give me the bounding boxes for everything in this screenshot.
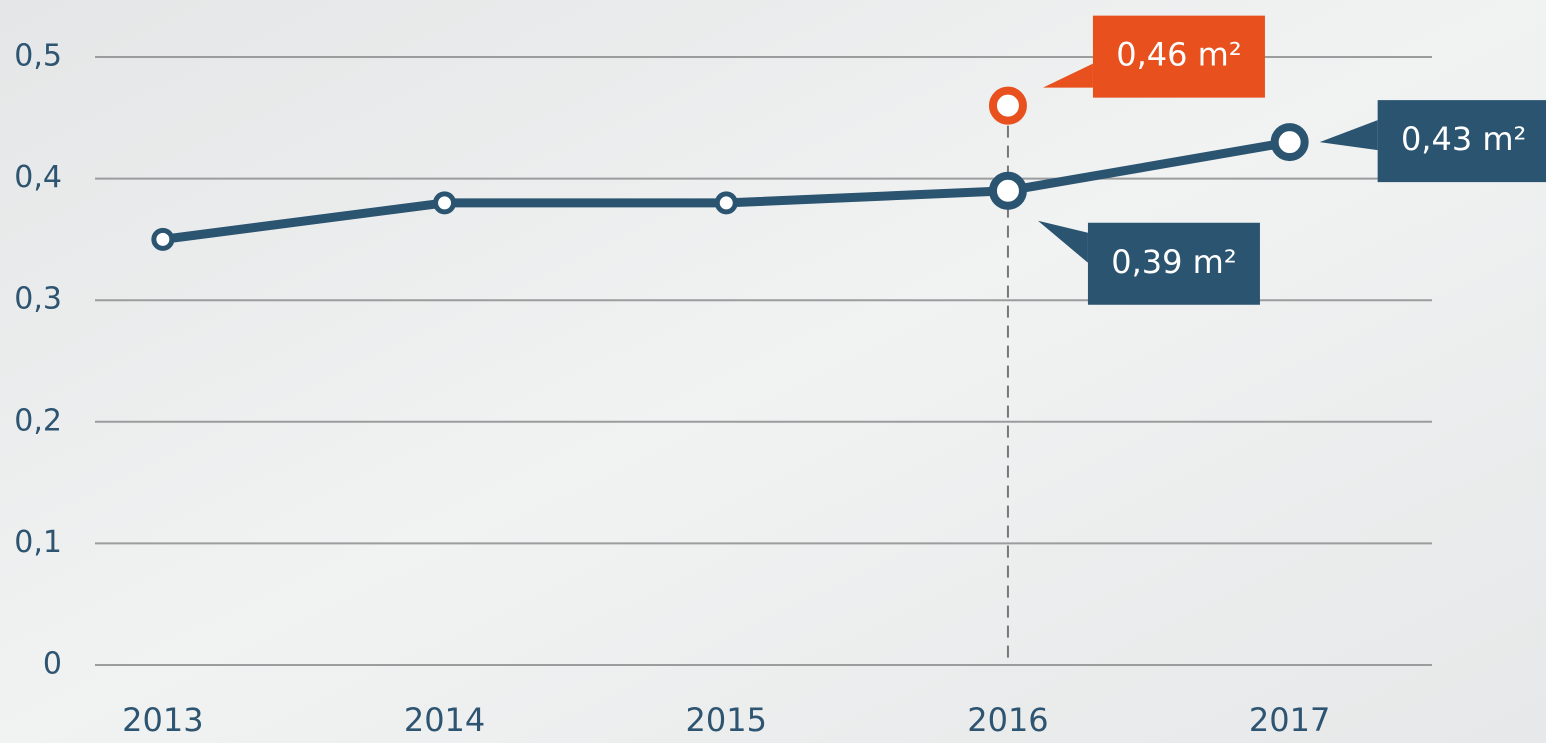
y-tick-label: 0,5 <box>14 39 62 74</box>
y-tick-label: 0,1 <box>14 525 62 560</box>
point <box>154 230 172 248</box>
background <box>0 0 1546 743</box>
y-tick-label: 0,2 <box>14 403 62 438</box>
point <box>436 194 454 212</box>
x-tick-label: 2014 <box>404 701 485 739</box>
x-tick-label: 2013 <box>122 701 203 739</box>
point <box>993 176 1023 206</box>
point <box>717 194 735 212</box>
point <box>993 91 1023 121</box>
y-tick-label: 0,4 <box>14 160 62 195</box>
x-tick-label: 2016 <box>967 701 1048 739</box>
y-tick-label: 0 <box>43 647 62 682</box>
chart: 0 0,1 0,2 0,3 0,4 0,5 2013 2014 2015 2016 2017 0,39… <box>0 0 1546 743</box>
value-label: 0,39 m² <box>1111 243 1236 281</box>
page: 0 0,1 0,2 0,3 0,4 0,5 2013 2014 2015 2016 2017 0,39… <box>0 0 1546 743</box>
point <box>1275 127 1305 157</box>
y-tick-label: 0,3 <box>14 282 62 317</box>
x-tick-label: 2015 <box>686 701 767 739</box>
x-tick-label: 2017 <box>1249 701 1330 739</box>
value-label: 0,46 m² <box>1116 36 1241 74</box>
value-label: 0,43 m² <box>1401 120 1526 158</box>
